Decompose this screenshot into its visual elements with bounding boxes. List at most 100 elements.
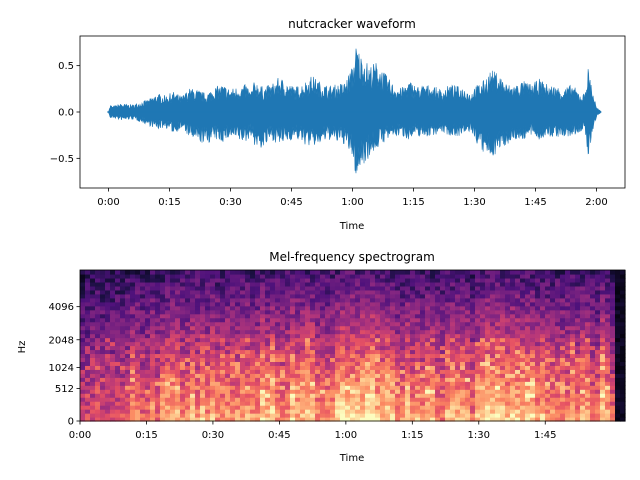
spectrogram-cell: [370, 313, 376, 319]
spectrogram-cell: [585, 349, 591, 355]
spectrogram-cell: [355, 313, 361, 319]
spectrogram-cell: [260, 349, 266, 355]
spectrogram-cell: [620, 361, 626, 366]
spectrogram-cell: [235, 345, 241, 351]
spectrogram-cell: [505, 353, 511, 359]
spectrogram-cell: [455, 413, 461, 418]
spectrogram-cell: [605, 405, 611, 410]
spectrogram-cell: [445, 341, 451, 347]
spectrogram-cell: [590, 329, 596, 335]
spectrogram-cell: [455, 317, 461, 323]
spectrogram-cell: [195, 353, 201, 359]
spectrogram-cell: [615, 337, 621, 343]
spectrogram-cell: [500, 353, 506, 359]
spectrogram-cell: [105, 369, 111, 374]
spectrogram-cell: [330, 373, 336, 378]
spectrogram-cell: [330, 385, 336, 390]
spectrogram-cell: [525, 285, 531, 291]
spectrogram-cell: [325, 397, 331, 402]
spectrogram-cell: [325, 317, 331, 323]
spectrogram-cell: [565, 353, 571, 359]
spectrogram-cell: [505, 385, 511, 390]
spectrogram-cell: [245, 281, 251, 287]
spectrogram-cell: [410, 301, 416, 307]
spectrogram-cell: [600, 385, 606, 390]
spectrogram-cell: [170, 337, 176, 343]
spectrogram-cell: [380, 345, 386, 351]
spectrogram-cell: [265, 393, 271, 398]
spectrogram-cell: [350, 389, 356, 394]
spectrogram-cell: [145, 397, 151, 402]
spectrogram-cell: [620, 405, 626, 410]
spectrogram-cell: [415, 325, 421, 331]
spectrogram-cell: [415, 417, 421, 422]
spectrogram-cell: [495, 405, 501, 410]
spectrogram-cell: [435, 365, 441, 370]
spectrogram-cell: [170, 297, 176, 303]
spectrogram-cell: [285, 281, 291, 287]
spectrogram-cell: [535, 357, 541, 362]
spectrogram-cell: [530, 417, 536, 422]
spectrogram-cell: [325, 313, 331, 319]
spectrogram-cell: [545, 349, 551, 355]
spectrogram-cell: [405, 353, 411, 359]
spectrogram-cell: [450, 329, 456, 335]
spectrogram-cell: [215, 337, 221, 343]
spectrogram-cell: [550, 309, 556, 315]
spectrogram-cell: [120, 353, 126, 359]
spectrogram-cell: [90, 277, 96, 283]
spectrogram-cell: [580, 273, 586, 279]
spectrogram-cell: [175, 293, 181, 299]
spectrogram-cell: [380, 361, 386, 366]
spectrogram-cell: [300, 325, 306, 331]
spectrogram-cell: [425, 413, 431, 418]
spectrogram-cell: [510, 385, 516, 390]
spectrogram-cell: [380, 333, 386, 339]
spectrogram-cell: [150, 417, 156, 422]
spectrogram-cell: [475, 325, 481, 331]
spectrogram-cell: [140, 365, 146, 370]
spectrogram-cell: [595, 369, 601, 374]
spectrogram-cell: [240, 329, 246, 335]
spectrogram-cell: [280, 305, 286, 311]
spectrogram-cell: [490, 277, 496, 283]
spectrogram-cell: [250, 333, 256, 339]
spectrogram-cell: [90, 305, 96, 311]
spectrogram-cell: [180, 273, 186, 279]
spectrogram-cell: [95, 313, 101, 319]
spectrogram-cell: [510, 313, 516, 319]
spectrogram-cell: [565, 417, 571, 422]
spectrogram-cell: [410, 321, 416, 327]
spectrogram-cell: [185, 325, 191, 331]
spectrogram-cell: [275, 365, 281, 370]
spectrogram-cell: [395, 281, 401, 287]
spectrogram-cell: [260, 309, 266, 315]
spectrogram-cell: [380, 317, 386, 323]
spectrogram-cell: [190, 381, 196, 386]
spectrogram-cell: [435, 361, 441, 366]
spectrogram-cell: [105, 301, 111, 307]
spectrogram-cell: [210, 345, 216, 351]
spectrogram-cell: [320, 309, 326, 315]
spectrogram-cell: [350, 405, 356, 410]
spectrogram-cell: [265, 325, 271, 331]
spectrogram-cell: [450, 349, 456, 355]
spectrogram-cell: [100, 417, 106, 422]
spectrogram-cell: [570, 401, 576, 406]
spectrogram-cell: [360, 353, 366, 359]
spectrogram-cell: [130, 373, 136, 378]
spectrogram-cell: [495, 345, 501, 351]
spectrogram-cell: [110, 277, 116, 283]
spectrogram-cell: [495, 389, 501, 394]
spectrogram-cell: [420, 305, 426, 311]
spectrogram-cell: [530, 301, 536, 307]
spectrogram-cell: [170, 357, 176, 362]
spectrogram-cell: [305, 293, 311, 299]
spectrogram-cell: [355, 341, 361, 347]
spectrogram-cell: [150, 381, 156, 386]
spectrogram-cell: [140, 381, 146, 386]
spectrogram-cell: [230, 289, 236, 295]
spectrogram-cell: [350, 349, 356, 355]
spectrogram-cell: [375, 325, 381, 331]
spectrogram-cell: [570, 289, 576, 295]
